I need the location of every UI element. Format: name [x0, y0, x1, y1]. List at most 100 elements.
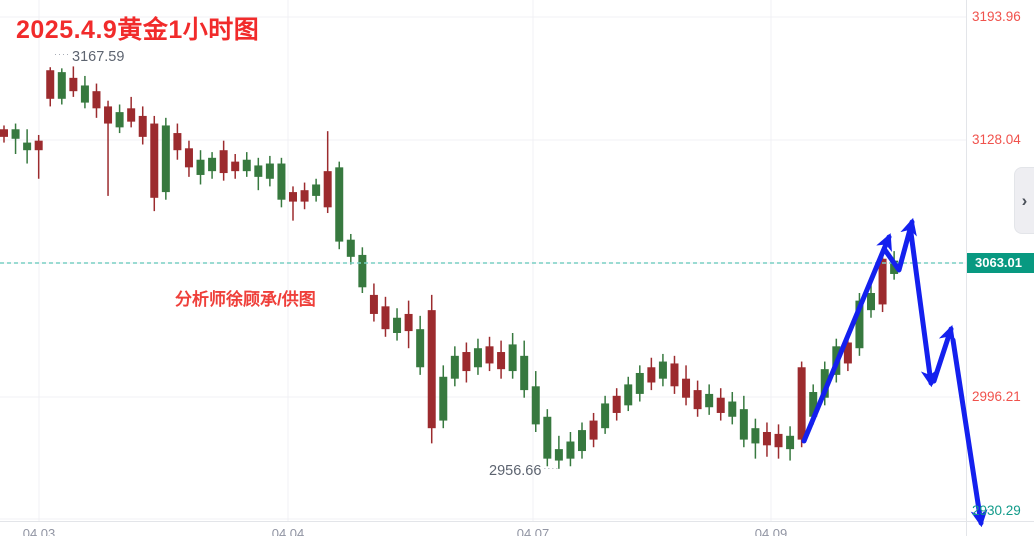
projection-arrow: [882, 217, 917, 273]
wick-dots: ····: [543, 463, 560, 473]
session-low-value: 2956.66: [489, 463, 542, 479]
candle-body: [786, 435, 795, 450]
page-title: 2025.4.9黄金1小时图: [16, 16, 260, 44]
wick-dots: ····: [54, 49, 70, 59]
candle-body: [809, 392, 818, 417]
candle-body: [855, 300, 864, 349]
candle-body: [34, 140, 43, 151]
candles: [0, 66, 899, 469]
projection-arrow: [801, 233, 892, 444]
candle-body: [739, 409, 748, 440]
candle-body: [751, 428, 760, 444]
candle-body: [670, 363, 679, 387]
candle-body: [497, 352, 506, 370]
candle-body: [462, 352, 471, 372]
candle-body: [335, 167, 344, 242]
candle-body: [46, 70, 55, 99]
candle-body: [300, 190, 309, 202]
time-axis-label: 04.03: [22, 526, 56, 536]
candle-body: [127, 108, 136, 122]
time-axis[interactable]: 04.03 04.04 04.07 04.09: [0, 521, 1034, 536]
candle-body: [277, 163, 286, 200]
candle-body: [381, 306, 390, 330]
candle-body: [358, 254, 367, 288]
candle-body: [820, 369, 829, 398]
candle-body: [427, 310, 436, 429]
candle-body: [450, 355, 459, 379]
candle-body: [578, 430, 586, 452]
price-axis-label: 3128.04: [972, 132, 1021, 147]
candle-body: [323, 171, 332, 208]
candle-body: [11, 129, 20, 139]
candle-body: [104, 106, 113, 124]
candle-body: [289, 192, 297, 202]
projection-arrow: [908, 230, 938, 388]
price-axis[interactable]: 3193.96 3128.04 2996.21 2930.29: [968, 0, 1034, 521]
candle-body: [254, 165, 263, 177]
time-axis-label: 04.04: [271, 526, 305, 536]
candle-body: [150, 123, 159, 198]
price-axis-label: 3193.96: [972, 9, 1021, 24]
candle-body: [161, 125, 170, 193]
candle-body: [439, 376, 448, 421]
candle-body: [473, 348, 482, 368]
candle-body: [693, 390, 702, 410]
candle-body: [92, 91, 101, 109]
projection-arrow: [931, 324, 956, 384]
candle-body: [508, 344, 517, 372]
candle-body: [231, 161, 240, 172]
candle-body: [312, 184, 321, 196]
session-high-value: 3167.59: [72, 49, 125, 65]
price-axis-label: 2930.29: [972, 503, 1021, 518]
candle-body: [624, 384, 633, 406]
candle-body: [566, 441, 575, 459]
candle-body: [184, 148, 193, 168]
candle-body: [219, 150, 228, 174]
candle-body: [416, 329, 425, 368]
analyst-watermark: 分析师徐顾承/供图: [175, 290, 316, 309]
session-high-label: ···· 3167.59: [52, 49, 124, 65]
candle-body: [843, 342, 852, 364]
candle-body: [57, 72, 66, 99]
candle-body: [682, 378, 691, 398]
candle-body: [242, 159, 251, 172]
candle-body: [705, 393, 714, 408]
candle-body: [265, 163, 274, 179]
candle-body: [520, 355, 529, 391]
candle-body: [393, 317, 402, 333]
candle-body: [531, 386, 540, 425]
candle-body: [138, 115, 147, 137]
session-low-label: 2956.66 ····: [489, 463, 561, 479]
candle-body: [878, 258, 887, 305]
candle-body: [716, 397, 725, 413]
candle-body: [797, 367, 806, 440]
candle-body: [0, 129, 8, 137]
candle-body: [774, 433, 783, 448]
candle-body: [543, 416, 552, 459]
candle-body: [346, 239, 355, 257]
candle-body: [23, 142, 32, 151]
price-axis-label: 2996.21: [972, 389, 1021, 404]
candle-body: [404, 313, 413, 332]
candle-body: [69, 77, 78, 92]
candle-body: [635, 372, 644, 394]
candle-body: [80, 85, 89, 103]
candle-body: [867, 293, 875, 311]
candle-body: [208, 157, 217, 172]
collapse-panel-tab[interactable]: ›: [1014, 167, 1034, 234]
candle-body: [173, 133, 182, 151]
candle-body: [196, 159, 205, 175]
candle-body: [115, 112, 124, 128]
candle-body: [589, 420, 598, 440]
candle-body: [554, 449, 563, 461]
candle-body: [485, 346, 494, 364]
candle-body: [658, 361, 667, 379]
candle-body: [762, 431, 771, 446]
chevron-right-icon: ›: [1021, 191, 1028, 210]
candle-body: [601, 403, 610, 429]
candle-body: [369, 294, 378, 314]
time-axis-label: 04.09: [754, 526, 788, 536]
time-axis-label: 04.07: [516, 526, 550, 536]
